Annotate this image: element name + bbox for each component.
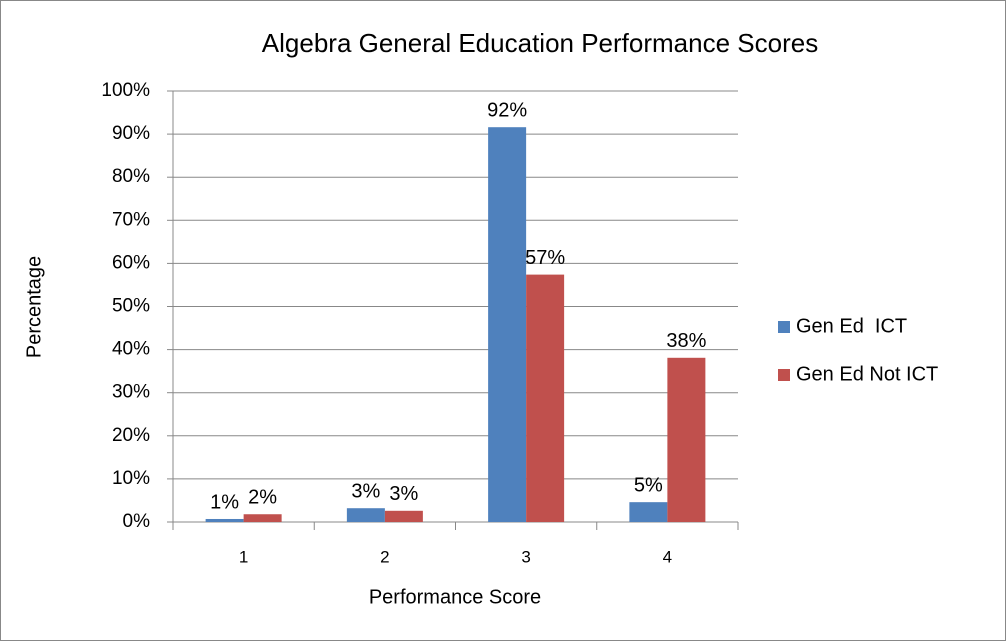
- legend-swatch: [778, 369, 790, 381]
- y-tick-label: 70%: [112, 209, 150, 230]
- bar: [346, 508, 385, 522]
- value-label: 57%: [525, 247, 565, 269]
- chart-title: Algebra General Education Performance Sc…: [262, 28, 818, 58]
- legend-swatch: [778, 321, 790, 333]
- bar: [629, 502, 668, 522]
- y-tick-label: 40%: [112, 339, 150, 360]
- value-label: 3%: [351, 480, 380, 502]
- y-tick-label: 50%: [112, 296, 150, 317]
- value-label: 38%: [666, 330, 706, 352]
- y-tick-label: 0%: [123, 511, 151, 532]
- legend-label: Gen Ed Not ICT: [796, 363, 938, 385]
- legend-label: Gen Ed ICT: [796, 315, 907, 337]
- bar: [488, 127, 527, 522]
- bar: [526, 274, 565, 522]
- y-tick-label: 30%: [112, 382, 150, 403]
- x-tick-label: 2: [380, 547, 389, 566]
- y-axis-label: Percentage: [23, 256, 45, 358]
- y-tick-label: 90%: [112, 123, 150, 144]
- bar: [205, 518, 244, 522]
- y-tick-label: 80%: [112, 166, 150, 187]
- x-tick-label: 4: [663, 547, 672, 566]
- bar: [667, 357, 706, 522]
- x-axis-label: Performance Score: [369, 586, 541, 608]
- y-tick-label: 100%: [101, 80, 150, 101]
- value-label: 5%: [634, 474, 663, 496]
- value-label: 1%: [210, 491, 239, 513]
- y-tick-label: 20%: [112, 425, 150, 446]
- value-label: 3%: [389, 483, 418, 505]
- bar: [384, 510, 423, 522]
- value-label: 92%: [487, 99, 527, 121]
- y-tick-label: 60%: [112, 252, 150, 273]
- x-tick-label: 1: [239, 547, 248, 566]
- y-tick-label: 10%: [112, 468, 150, 489]
- bar: [243, 514, 282, 522]
- value-label: 2%: [248, 487, 277, 509]
- x-tick-label: 3: [521, 547, 530, 566]
